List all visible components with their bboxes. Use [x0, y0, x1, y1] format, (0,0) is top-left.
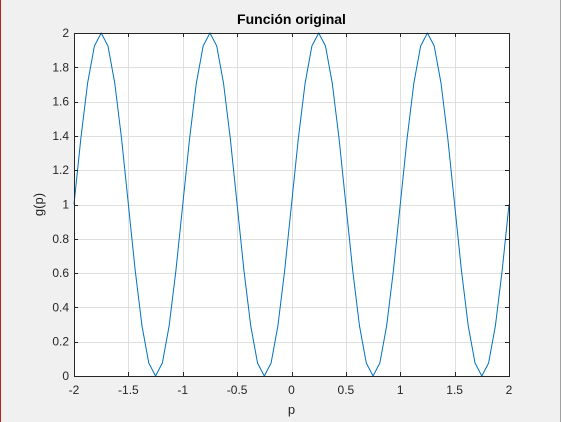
y-tick-label: 2: [62, 26, 69, 40]
chart-title: Función original: [237, 11, 346, 27]
y-tick-label: 0.8: [52, 232, 69, 246]
x-tick-label: -2: [69, 383, 80, 397]
y-axis-ticks: 0 0.2 0.4 0.6 0.8 1 1.2 1.4 1.6 1.8 2: [52, 26, 509, 383]
x-tick-label: -1.5: [118, 383, 139, 397]
y-tick-label: 1.2: [52, 163, 69, 177]
x-tick-label: -1: [177, 383, 188, 397]
y-tick-label: 0.2: [52, 335, 69, 349]
y-tick-label: 1: [62, 198, 69, 212]
series-layer: [73, 32, 510, 377]
x-axis-label: p: [288, 402, 295, 417]
x-axis-ticks: -2 -1.5 -1 -0.5 0 0.5 1 1.5 2: [69, 33, 513, 397]
x-tick-label: 1: [397, 383, 404, 397]
x-tick-label: 1.5: [446, 383, 463, 397]
y-tick-label: 0.4: [52, 300, 69, 314]
y-tick-label: 1.4: [52, 129, 69, 143]
x-tick-label: -0.5: [227, 383, 248, 397]
y-tick-label: 0: [62, 369, 69, 383]
y-tick-label: 1.8: [52, 60, 69, 74]
y-tick-label: 1.6: [52, 95, 69, 109]
y-axis-label: g(p): [31, 193, 46, 216]
y-tick-label: 0.6: [52, 266, 69, 280]
x-tick-label: 2: [506, 383, 513, 397]
x-tick-label: 0.5: [338, 383, 355, 397]
series-line: [73, 32, 510, 377]
x-tick-label: 0: [288, 383, 295, 397]
